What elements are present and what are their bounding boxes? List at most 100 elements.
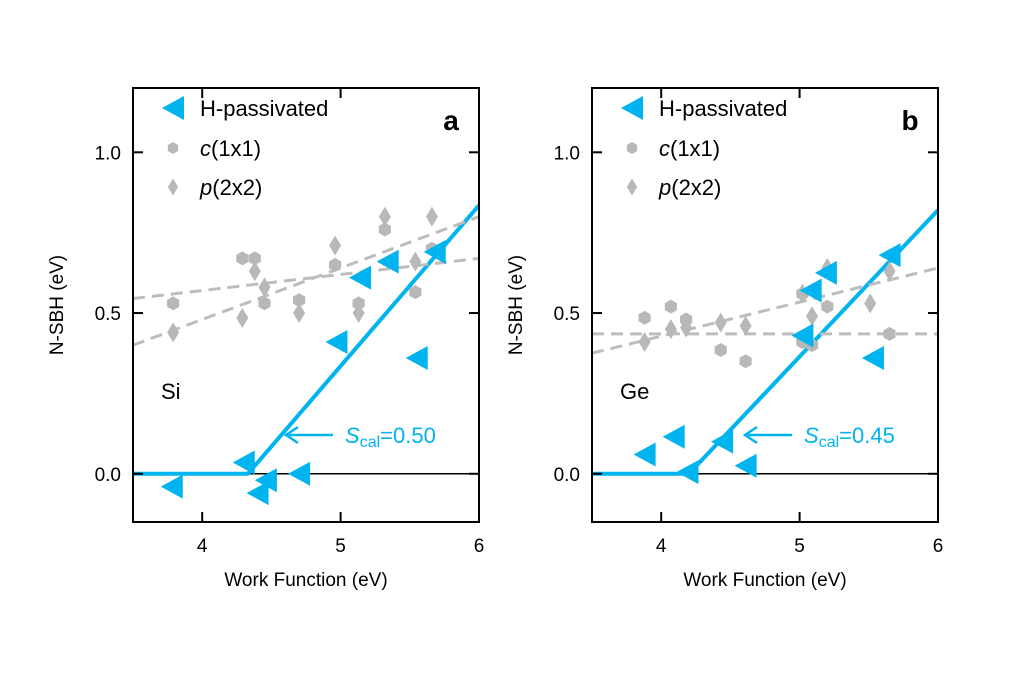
x-tick-label: 5 [335, 536, 346, 557]
x-tick-label: 5 [794, 536, 805, 557]
axes-frame [132, 87, 480, 523]
y-tick-label: 0.5 [554, 304, 580, 325]
point-hexagon [248, 251, 261, 266]
point-hexagon [664, 299, 677, 314]
legend-marker-left-triangle [162, 96, 184, 120]
annotation-value: =0.45 [839, 423, 895, 448]
point-left-triangle [376, 249, 399, 274]
x-tick-label: 4 [656, 536, 667, 557]
legend-marker-hexagon [167, 142, 179, 154]
point-left-triangle [232, 450, 255, 475]
fit-line-dashed [592, 266, 938, 355]
panel-label: a [443, 105, 459, 136]
legend-label: p(2x2) [199, 175, 262, 200]
point-diamond [806, 306, 819, 327]
legend-label: c(1x1) [200, 136, 261, 161]
point-diamond [293, 303, 306, 324]
x-tick-label: 4 [197, 536, 208, 557]
y-tick-label: 1.0 [554, 143, 580, 164]
material-label: Si [161, 379, 181, 404]
fit-line-dashed [133, 256, 479, 301]
point-left-triangle [160, 474, 183, 499]
plot-area [133, 204, 479, 506]
legend-text: (2x2) [671, 175, 721, 200]
point-hexagon [714, 343, 727, 358]
legend-marker-diamond [167, 178, 179, 196]
legend-label: H-passivated [659, 96, 787, 121]
point-diamond [864, 293, 877, 314]
point-left-triangle [288, 461, 311, 486]
annotation-subscript: cal [819, 434, 839, 451]
point-diamond [248, 261, 261, 282]
x-tick-label: 6 [933, 536, 944, 557]
y-axis-label: N-SBH (eV) [47, 255, 68, 355]
legend: H-passivated c(1x1) p(2x2) [621, 96, 787, 200]
legend-italic: c [659, 136, 670, 161]
panel-a: 4 5 6 0.0 0.5 1.0 Work Function (eV) N-SBH (eV)… [47, 87, 485, 591]
point-diamond [258, 277, 271, 298]
legend-text: H-passivated [659, 96, 787, 121]
plot-area [592, 208, 938, 485]
point-hexagon [821, 299, 834, 314]
fit-line-dashed [133, 215, 479, 347]
legend-marker-diamond [626, 178, 638, 196]
point-hexagon [236, 251, 249, 266]
legend-marker-hexagon [626, 142, 638, 154]
y-tick-label: 0.0 [554, 465, 580, 486]
y-tick-label: 0.5 [95, 304, 121, 325]
panel-label: b [901, 105, 918, 136]
point-left-triangle [423, 239, 446, 264]
point-left-triangle [246, 481, 269, 506]
point-hexagon [293, 293, 306, 308]
point-diamond [883, 261, 896, 282]
fit-line-h-passivated [133, 204, 479, 476]
x-axis-label: Work Function (eV) [224, 570, 387, 591]
arrow-head-icon [283, 425, 299, 445]
point-diamond [638, 331, 651, 352]
point-diamond [664, 319, 677, 340]
point-left-triangle [711, 429, 734, 454]
annotation-value: =0.50 [380, 423, 436, 448]
legend-text: H-passivated [200, 96, 328, 121]
point-left-triangle [734, 453, 757, 478]
point-diamond [352, 303, 365, 324]
point-left-triangle [799, 278, 822, 303]
point-left-triangle [633, 442, 656, 467]
legend-italic: p [199, 175, 212, 200]
point-left-triangle [814, 260, 837, 285]
point-left-triangle [405, 346, 428, 371]
slope-annotation: Scal=0.50 [345, 423, 436, 451]
legend-label: p(2x2) [658, 175, 721, 200]
x-tick-label: 6 [474, 536, 485, 557]
panel-b: 4 5 6 0.0 0.5 1.0 Work Function (eV) N-SBH (eV)… [506, 87, 944, 591]
point-hexagon [378, 222, 391, 237]
point-left-triangle [791, 323, 814, 348]
point-left-triangle [662, 424, 685, 449]
annotation-subscript: cal [360, 434, 380, 451]
point-hexagon [409, 285, 422, 300]
point-hexagon [329, 257, 342, 272]
slope-annotation: Scal=0.45 [804, 423, 895, 451]
y-axis-label: N-SBH (eV) [506, 255, 527, 355]
point-diamond [236, 307, 249, 328]
point-left-triangle [348, 265, 371, 290]
axes-frame [591, 87, 939, 523]
x-axis-label: Work Function (eV) [683, 570, 846, 591]
legend: H-passivated c(1x1) p(2x2) [162, 96, 328, 200]
point-diamond [425, 206, 438, 227]
y-tick-label: 1.0 [95, 143, 121, 164]
point-diamond [739, 315, 752, 336]
point-diamond [329, 235, 342, 256]
point-left-triangle [878, 243, 901, 268]
point-left-triangle [254, 468, 277, 493]
legend-italic: p [658, 175, 671, 200]
point-left-triangle [861, 346, 884, 371]
point-hexagon [638, 310, 651, 325]
point-diamond [378, 206, 391, 227]
material-label: Ge [620, 379, 649, 404]
legend-marker-left-triangle [621, 96, 643, 120]
point-diamond [409, 251, 422, 272]
legend-text: (2x2) [212, 175, 262, 200]
legend-text: (1x1) [211, 136, 261, 161]
